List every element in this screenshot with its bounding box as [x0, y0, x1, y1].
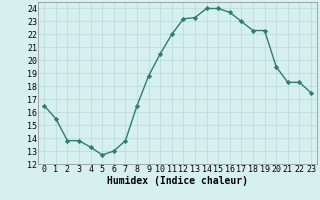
X-axis label: Humidex (Indice chaleur): Humidex (Indice chaleur)	[107, 176, 248, 186]
